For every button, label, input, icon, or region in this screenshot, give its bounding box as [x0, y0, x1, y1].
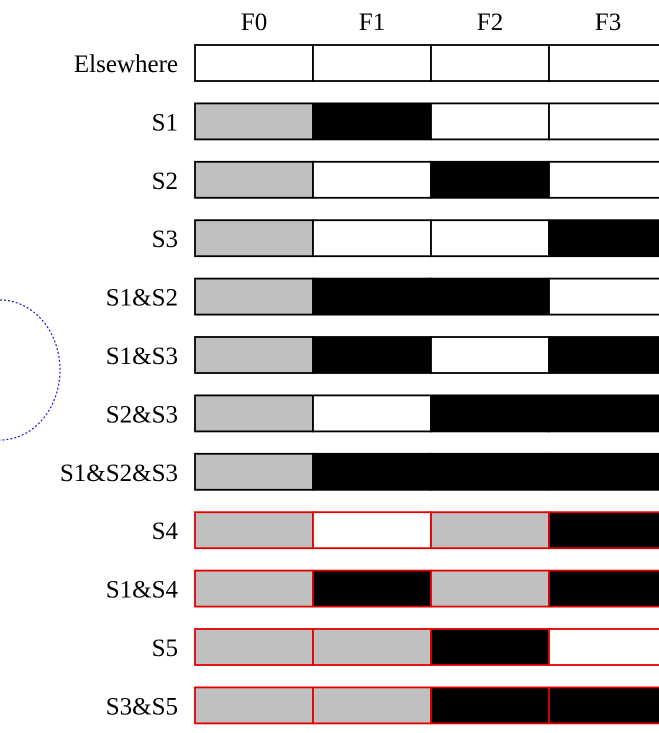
- cell-f1-black: [312, 102, 432, 141]
- row-label: Elsewhere: [74, 51, 178, 78]
- cell-f2-white: [430, 44, 550, 82]
- state-row: S3: [152, 219, 659, 258]
- cell-f2-black: [430, 277, 550, 316]
- row-label: S3: [152, 226, 178, 253]
- state-row: S3&S5: [106, 686, 659, 725]
- cell-f3-black: [548, 394, 659, 433]
- cell-f3-white: [548, 44, 659, 82]
- state-row: Elsewhere: [74, 44, 659, 82]
- cell-f3-black: [548, 511, 659, 550]
- cell-f1-black: [312, 336, 432, 374]
- cell-f1-black: [312, 569, 432, 608]
- cell-f2-black: [430, 394, 550, 433]
- cell-f1-gray: [312, 686, 432, 725]
- cell-f3-black: [548, 452, 659, 491]
- cell-f1-white: [312, 44, 432, 82]
- dotted-arc-decoration: [0, 299, 61, 441]
- cell-f2-white: [430, 336, 550, 374]
- cell-f3-white: [548, 628, 659, 666]
- state-row: S1&S4: [106, 569, 659, 608]
- cell-f2-white: [430, 102, 550, 141]
- row-label: S2: [152, 168, 178, 195]
- cell-f0-gray: [194, 102, 314, 141]
- cell-f0-gray: [194, 628, 314, 666]
- cell-f0-gray: [194, 336, 314, 374]
- column-header-f3: F3: [595, 9, 621, 36]
- cell-f1-white: [312, 511, 432, 550]
- cell-f1-gray: [312, 628, 432, 666]
- row-label: S1: [152, 109, 178, 136]
- state-row: S1: [152, 102, 659, 141]
- cell-f0-gray: [194, 394, 314, 433]
- cell-f0-gray: [194, 511, 314, 550]
- cell-f3-black: [548, 569, 659, 608]
- cell-f2-gray: [430, 511, 550, 550]
- cell-f3-black: [548, 336, 659, 374]
- cell-f2-black: [430, 628, 550, 666]
- cell-f2-gray: [430, 569, 550, 608]
- cell-f0-gray: [194, 452, 314, 491]
- column-header-f2: F2: [477, 9, 503, 36]
- row-label: S1&S2: [106, 285, 178, 312]
- cell-f1-black: [312, 452, 432, 491]
- cell-f2-black: [430, 452, 550, 491]
- state-row: S2: [152, 160, 659, 199]
- cell-f0-gray: [194, 569, 314, 608]
- row-label: S1&S4: [106, 577, 179, 604]
- row-label: S1&S2&S3: [60, 460, 178, 487]
- cell-f0-gray: [194, 160, 314, 199]
- cell-f3-white: [548, 277, 659, 316]
- cell-f3-white: [548, 160, 659, 199]
- state-row: S1&S3: [106, 336, 659, 374]
- cell-f2-white: [430, 219, 550, 258]
- row-label: S4: [152, 518, 179, 545]
- state-row: S2&S3: [106, 394, 659, 433]
- state-row: S5: [152, 628, 659, 666]
- state-row: S1&S2: [106, 277, 659, 316]
- cell-f2-black: [430, 686, 550, 725]
- row-group: Elsewhere S1 S2 S3 S1&S2 S1&S3 S2&S3 S1&S2&S3 S4…: [60, 44, 659, 725]
- cell-f1-white: [312, 219, 432, 258]
- cell-f3-black: [548, 686, 659, 725]
- cell-f1-white: [312, 160, 432, 199]
- column-header-f0: F0: [241, 9, 267, 36]
- state-row: S4: [152, 511, 659, 550]
- row-label: S2&S3: [106, 401, 178, 428]
- cell-f1-black: [312, 277, 432, 316]
- cell-f0-gray: [194, 277, 314, 316]
- column-header-f1: F1: [359, 9, 385, 36]
- cell-f2-black: [430, 160, 550, 199]
- cell-f0-gray: [194, 219, 314, 258]
- cell-f1-white: [312, 394, 432, 433]
- column-headers: F0 F1 F2 F3: [241, 9, 621, 36]
- cell-f0-white: [194, 44, 314, 82]
- row-label: S3&S5: [106, 693, 178, 720]
- cell-f0-gray: [194, 686, 314, 725]
- row-label: S5: [152, 635, 178, 662]
- cell-f3-black: [548, 219, 659, 258]
- cell-f3-white: [548, 102, 659, 141]
- row-label: S1&S3: [106, 343, 178, 370]
- state-row: S1&S2&S3: [60, 452, 659, 491]
